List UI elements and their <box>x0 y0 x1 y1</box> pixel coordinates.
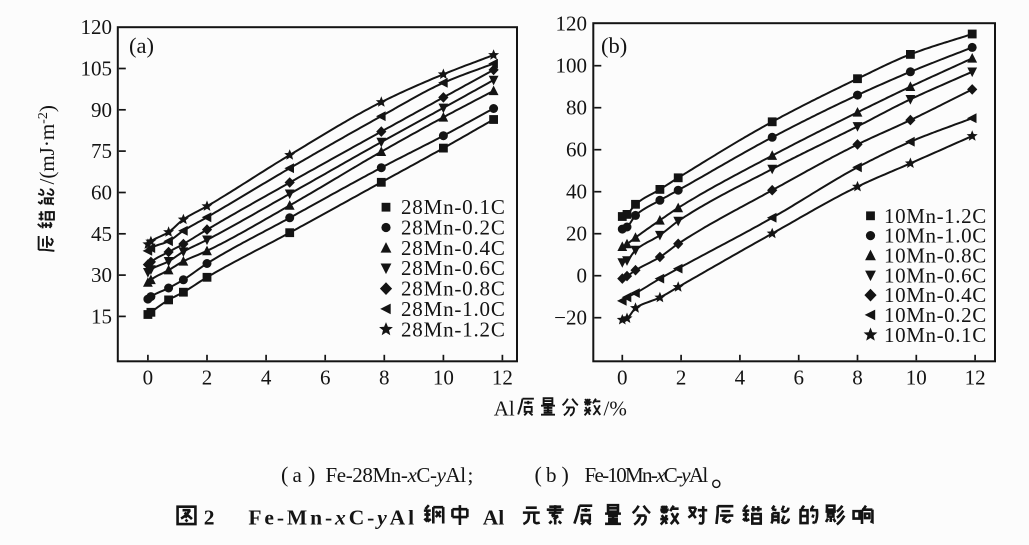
svg-text:28Mn-0.4C: 28Mn-0.4C <box>401 236 506 260</box>
svg-text:0: 0 <box>617 366 628 390</box>
svg-text:30: 30 <box>91 263 112 287</box>
svg-text:2: 2 <box>204 506 215 530</box>
svg-text:(b): (b) <box>601 33 627 58</box>
svg-text:a: a <box>293 463 303 487</box>
svg-text:4: 4 <box>261 366 272 390</box>
svg-text:6: 6 <box>320 366 331 390</box>
svg-text:45: 45 <box>91 222 112 246</box>
svg-text:12: 12 <box>492 366 513 390</box>
svg-text:Fe-10Mn-xC-yAl: Fe-10Mn-xC-yAl <box>585 463 709 487</box>
svg-text:10: 10 <box>906 366 927 390</box>
svg-text:(: ( <box>535 462 542 487</box>
svg-text:Fe-Mn-xC-yAl: Fe-Mn-xC-yAl <box>248 506 417 530</box>
svg-text:10: 10 <box>433 366 454 390</box>
svg-text:28Mn-0.2C: 28Mn-0.2C <box>401 216 506 240</box>
svg-text:60: 60 <box>91 181 112 205</box>
svg-text:60: 60 <box>566 138 587 162</box>
svg-text:2: 2 <box>202 366 213 390</box>
svg-text:8: 8 <box>852 366 863 390</box>
svg-text:40: 40 <box>566 180 587 204</box>
svg-text:120: 120 <box>556 12 588 36</box>
svg-text:10Mn-0.1C: 10Mn-0.1C <box>884 323 987 347</box>
svg-text:/%: /% <box>604 397 627 421</box>
svg-text:90: 90 <box>91 98 112 122</box>
svg-text:12: 12 <box>965 366 986 390</box>
svg-text:28Mn-0.6C: 28Mn-0.6C <box>401 256 506 280</box>
svg-text:0: 0 <box>577 264 588 288</box>
svg-text:−20: −20 <box>554 306 587 330</box>
svg-text:2: 2 <box>676 366 687 390</box>
svg-text:10Mn-1.2C: 10Mn-1.2C <box>884 204 987 228</box>
svg-text:0: 0 <box>143 366 154 390</box>
svg-text:;: ; <box>468 463 474 487</box>
svg-text:b: b <box>546 463 557 487</box>
svg-text:8: 8 <box>379 366 390 390</box>
svg-text:6: 6 <box>793 366 804 390</box>
svg-text:20: 20 <box>566 222 587 246</box>
svg-text:105: 105 <box>81 57 113 81</box>
svg-text:10Mn-0.2C: 10Mn-0.2C <box>884 303 987 327</box>
svg-text:15: 15 <box>91 304 112 328</box>
svg-text:28Mn-1.2C: 28Mn-1.2C <box>401 317 506 341</box>
svg-text:10Mn-0.6C: 10Mn-0.6C <box>884 263 987 287</box>
svg-text:28Mn-0.8C: 28Mn-0.8C <box>401 277 506 301</box>
svg-text:120: 120 <box>81 15 113 39</box>
svg-text:4: 4 <box>735 366 746 390</box>
svg-text:28Mn-0.1C: 28Mn-0.1C <box>401 195 506 219</box>
svg-text:): ) <box>562 462 569 487</box>
svg-text:80: 80 <box>566 96 587 120</box>
svg-text:Fe-28Mn-xC-yAl: Fe-28Mn-xC-yAl <box>326 463 467 487</box>
svg-text:): ) <box>308 462 315 487</box>
svg-text:10Mn-1.0C: 10Mn-1.0C <box>884 224 987 248</box>
svg-text:Al: Al <box>483 506 505 530</box>
svg-text:(: ( <box>281 462 288 487</box>
svg-text:Al: Al <box>494 397 515 421</box>
svg-text:10Mn-0.4C: 10Mn-0.4C <box>884 283 987 307</box>
svg-text:28Mn-1.0C: 28Mn-1.0C <box>401 297 506 321</box>
svg-text:(a): (a) <box>129 33 154 58</box>
svg-text:75: 75 <box>91 139 112 163</box>
svg-text:100: 100 <box>556 54 588 78</box>
svg-text:10Mn-0.8C: 10Mn-0.8C <box>884 244 987 268</box>
